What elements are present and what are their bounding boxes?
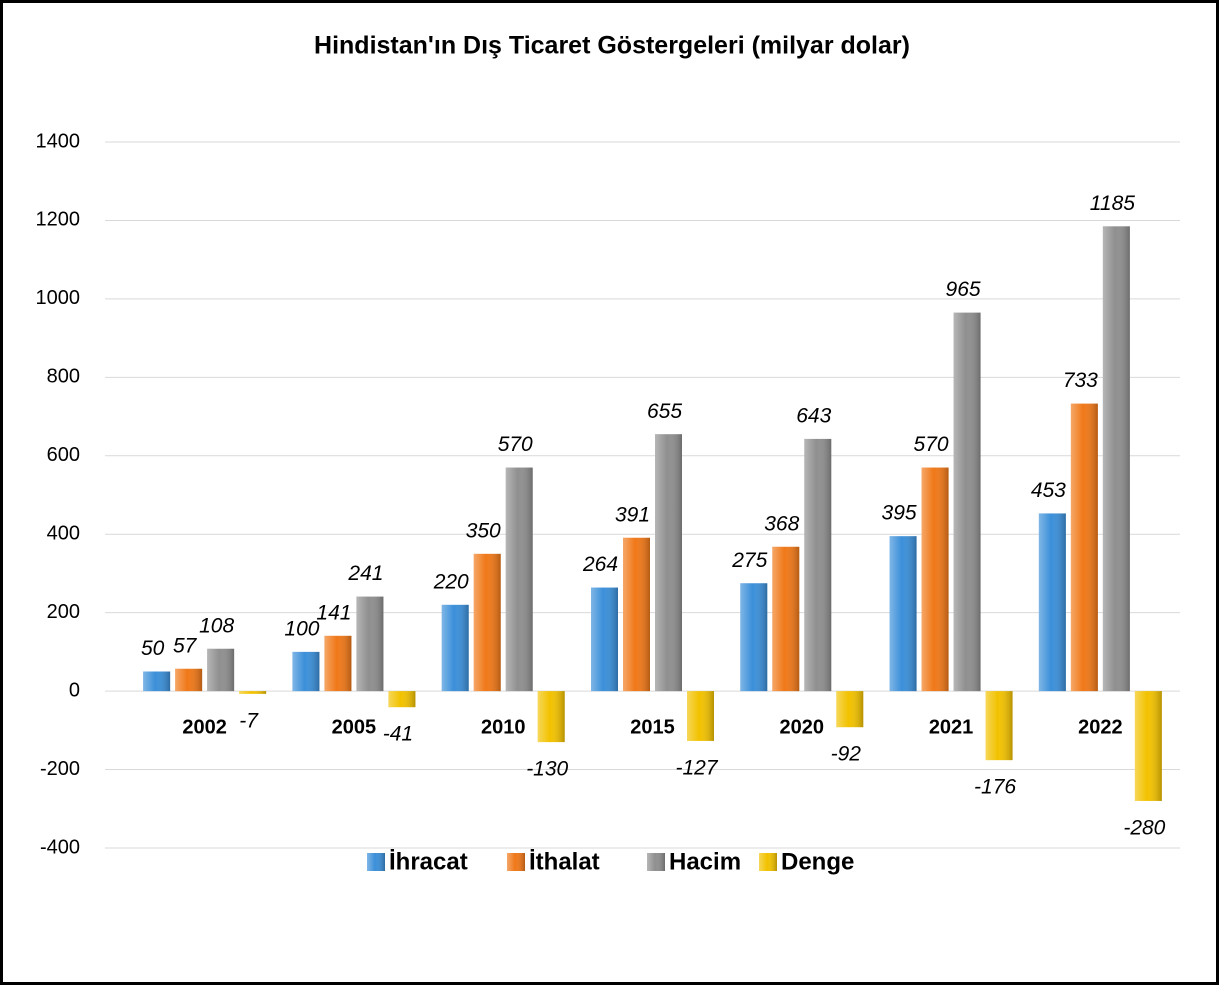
value-label: 57 xyxy=(173,634,198,657)
bar-shine xyxy=(772,546,800,692)
bar-shine xyxy=(356,596,384,692)
bar-shine xyxy=(836,691,864,728)
value-label: 965 xyxy=(946,278,981,301)
bar-shine xyxy=(1102,226,1130,692)
value-label: 241 xyxy=(347,562,383,585)
value-label: 50 xyxy=(141,637,165,660)
value-label: 570 xyxy=(498,433,533,456)
legend-label: Hacim xyxy=(669,848,741,875)
bar-shine xyxy=(591,587,618,692)
bar-shine xyxy=(655,434,682,692)
y-tick-label: 800 xyxy=(47,366,80,388)
legend-swatch-shine xyxy=(759,853,777,871)
value-label: -280 xyxy=(1123,816,1165,839)
legend-swatch-shine xyxy=(367,853,385,871)
value-label: -7 xyxy=(239,709,259,732)
y-tick-label: 1200 xyxy=(36,209,81,231)
value-label: -130 xyxy=(526,758,568,781)
x-tick-label: 2002 xyxy=(182,716,227,738)
bar-shine xyxy=(1134,691,1162,801)
bar-shine xyxy=(804,438,832,692)
value-label: 391 xyxy=(615,503,650,526)
bar-shine xyxy=(441,604,469,692)
bar-shine xyxy=(889,536,917,692)
bar-shine xyxy=(388,691,416,708)
x-tick-label: 2022 xyxy=(1078,716,1123,738)
value-label: 275 xyxy=(731,549,767,572)
y-tick-label: 1400 xyxy=(36,130,81,152)
legend-label: İhracat xyxy=(389,848,468,875)
value-label: 655 xyxy=(647,400,682,423)
x-tick-label: 2005 xyxy=(332,716,377,738)
legend-swatch-shine xyxy=(507,853,525,871)
value-label: 141 xyxy=(316,601,351,624)
bar-shine xyxy=(143,671,171,692)
y-tick-label: 400 xyxy=(47,523,80,545)
value-label: 733 xyxy=(1063,369,1098,392)
x-tick-label: 2010 xyxy=(481,716,526,738)
bar-shine xyxy=(505,467,533,692)
bar-shine xyxy=(239,691,267,694)
bar-shine xyxy=(473,553,501,692)
bar-shine xyxy=(623,537,650,692)
y-tick-label: 1000 xyxy=(36,287,81,309)
bar-shine xyxy=(687,691,714,741)
y-tick-label: 600 xyxy=(47,444,80,466)
x-tick-label: 2021 xyxy=(929,716,974,738)
value-label: 453 xyxy=(1031,479,1066,502)
value-label: 395 xyxy=(882,502,917,525)
value-label: 643 xyxy=(796,404,831,427)
bar-shine xyxy=(1038,513,1066,692)
bar-shine xyxy=(953,312,981,692)
value-label: 108 xyxy=(199,614,234,637)
y-tick-label: 200 xyxy=(47,601,80,623)
value-label: 570 xyxy=(914,433,949,456)
value-label: -41 xyxy=(383,723,413,746)
value-label: 1185 xyxy=(1090,192,1135,215)
legend-label: İthalat xyxy=(529,848,600,875)
bar-shine xyxy=(740,583,768,692)
bar-shine xyxy=(1070,403,1098,692)
bar-shine xyxy=(175,668,203,692)
legend-swatch-shine xyxy=(647,853,665,871)
y-tick-label: -400 xyxy=(40,836,80,858)
value-label: 264 xyxy=(582,553,618,576)
value-label: -92 xyxy=(831,743,862,766)
x-tick-label: 2015 xyxy=(630,716,675,738)
y-tick-label: 0 xyxy=(69,679,80,701)
value-label: 350 xyxy=(466,519,501,542)
bar-shine xyxy=(292,651,320,692)
value-label: 220 xyxy=(433,570,469,593)
value-label: 100 xyxy=(284,617,319,640)
bar-shine xyxy=(207,648,235,692)
chart-title: Hindistan'ın Dış Ticaret Göstergeleri (m… xyxy=(314,32,910,60)
bar-shine xyxy=(537,691,565,743)
y-tick-label: -200 xyxy=(40,758,80,780)
bar-shine xyxy=(921,467,949,692)
bar-shine xyxy=(324,635,352,692)
value-label: -127 xyxy=(675,756,718,779)
value-label: -176 xyxy=(974,776,1016,799)
value-label: 368 xyxy=(764,512,799,535)
bar-shine xyxy=(985,691,1013,761)
legend-label: Denge xyxy=(781,848,854,875)
x-tick-label: 2020 xyxy=(780,716,825,738)
